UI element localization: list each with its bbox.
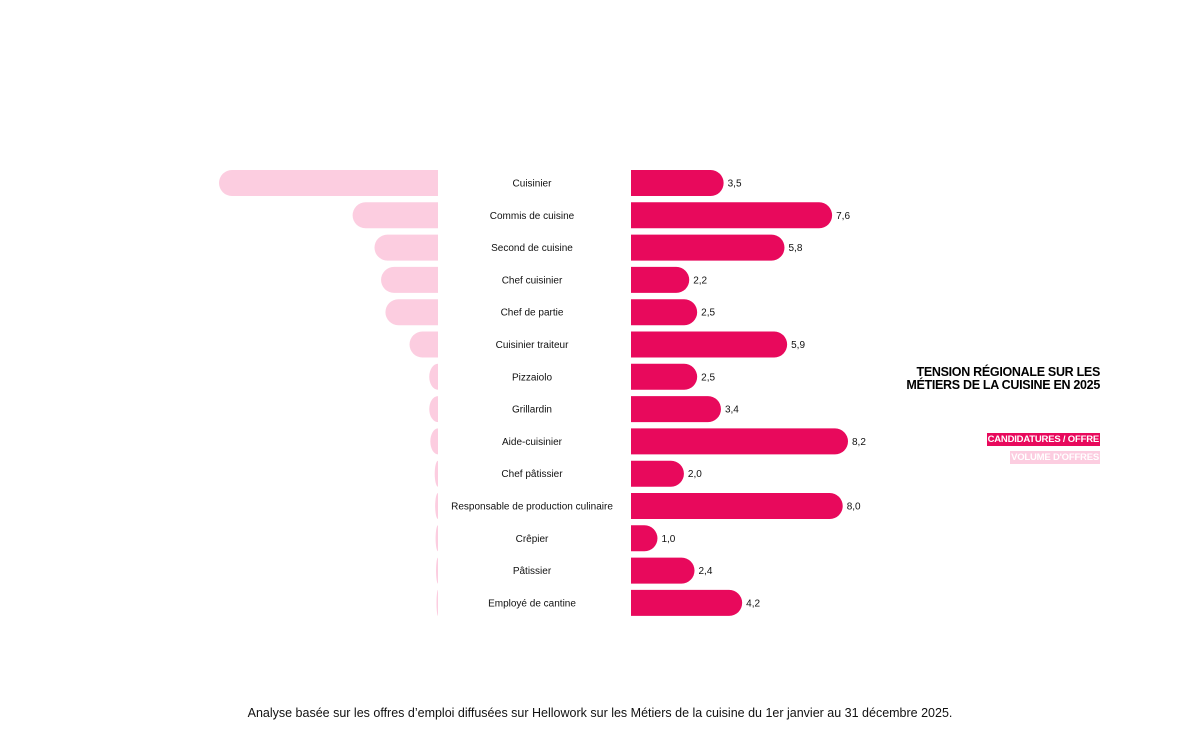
ratio-bar-chef-de-partie <box>631 299 698 326</box>
ratio-bar-cuisinier-traiteur <box>631 331 788 358</box>
volume-bar-chef-cuisinier <box>381 266 438 293</box>
footnote: Analyse basée sur les offres d’emploi di… <box>247 706 953 720</box>
volume-bar-chef-patissier <box>434 460 438 487</box>
category-label-commis-de-cuisine: Commis de cuisine <box>490 211 575 222</box>
volume-bar-second-de-cuisine <box>374 234 438 261</box>
category-label-chef-cuisinier: Chef cuisinier <box>502 275 563 286</box>
volume-bar-aide-cuisinier <box>430 428 438 455</box>
category-label-grillardin: Grillardin <box>512 405 552 416</box>
category-labels-group: Cuisinier Commis de cuisine Second de cuis… <box>451 179 613 610</box>
category-label-responsable-de-production-culinaire: Responsable de production culinaire <box>451 502 613 513</box>
volume-bar-cuisinier-traiteur <box>409 331 438 358</box>
volume-bar-grillardin <box>429 396 438 423</box>
ratio-bar-chef-patissier <box>631 460 684 487</box>
legend: CANDIDATURES / OFFRE VOLUME D'OFFRES <box>940 429 1100 465</box>
chart-title: TENSION RÉGIONALE SUR LES MÉTIERS DE LA … <box>906 365 1100 392</box>
volume-bars-group <box>219 170 438 616</box>
ratio-bar-employe-de-cantine <box>631 589 743 616</box>
category-label-crepier: Crêpier <box>516 534 549 545</box>
category-label-pizzaiolo: Pizzaiolo <box>512 372 552 383</box>
ratio-bar-commis-de-cuisine <box>631 202 833 229</box>
value-label-chef-cuisinier: 2,2 <box>693 275 707 286</box>
ratio-bars-group <box>631 170 849 616</box>
category-label-cuisinier-traiteur: Cuisinier traiteur <box>496 340 569 351</box>
volume-bar-pizzaiolo <box>429 363 438 390</box>
value-label-employe-de-cantine: 4,2 <box>746 598 760 609</box>
value-label-commis-de-cuisine: 7,6 <box>836 211 850 222</box>
ratio-bar-cuisinier <box>631 170 724 196</box>
volume-bar-responsable-de-production-culinaire <box>435 493 438 519</box>
value-label-chef-patissier: 2,0 <box>688 469 702 480</box>
category-label-second-de-cuisine: Second de cuisine <box>491 243 573 254</box>
value-label-responsable-de-production-culinaire: 8,0 <box>847 502 861 513</box>
ratio-bar-second-de-cuisine <box>631 234 785 261</box>
ratio-bar-chef-cuisinier <box>631 266 690 293</box>
value-label-crepier: 1,0 <box>661 534 675 545</box>
ratio-bar-patissier <box>631 557 695 584</box>
category-label-chef-patissier: Chef pâtissier <box>501 469 563 480</box>
volume-bar-commis-de-cuisine <box>352 202 438 229</box>
value-label-pizzaiolo: 2,5 <box>701 372 715 383</box>
value-labels-group: 3,5 7,6 5,8 2,2 2,5 5,9 2,5 3,4 8,2 2,0 8,0 1,0 2,4 4… <box>661 179 866 610</box>
category-label-aide-cuisinier: Aide-cuisinier <box>502 437 563 448</box>
value-label-grillardin: 3,4 <box>725 405 739 416</box>
volume-bar-cuisinier <box>219 170 438 196</box>
value-label-patissier: 2,4 <box>699 566 713 577</box>
value-label-cuisinier-traiteur: 5,9 <box>791 340 805 351</box>
ratio-bar-responsable-de-production-culinaire <box>631 493 843 519</box>
ratio-bar-aide-cuisinier <box>631 428 849 455</box>
ratio-bar-pizzaiolo <box>631 363 698 390</box>
ratio-bar-crepier <box>631 525 658 552</box>
category-label-employe-de-cantine: Employé de cantine <box>488 598 576 609</box>
legend-item-volume: VOLUME D'OFFRES <box>1010 451 1100 464</box>
category-label-cuisinier: Cuisinier <box>513 179 553 190</box>
volume-bar-employe-de-cantine <box>436 589 438 616</box>
legend-item-candidatures: CANDIDATURES / OFFRE <box>986 433 1100 446</box>
ratio-bar-grillardin <box>631 396 721 423</box>
value-label-chef-de-partie: 2,5 <box>701 308 715 319</box>
volume-bar-chef-de-partie <box>385 299 438 326</box>
value-label-cuisinier: 3,5 <box>728 179 742 190</box>
value-label-second-de-cuisine: 5,8 <box>788 243 802 254</box>
butterfly-bar-chart: Cuisinier Commis de cuisine Second de cuis… <box>219 170 866 616</box>
value-label-aide-cuisinier: 8,2 <box>852 437 866 448</box>
volume-bar-patissier <box>436 557 438 584</box>
volume-bar-crepier <box>435 525 438 552</box>
category-label-patissier: Pâtissier <box>513 566 552 577</box>
category-label-chef-de-partie: Chef de partie <box>501 308 564 319</box>
